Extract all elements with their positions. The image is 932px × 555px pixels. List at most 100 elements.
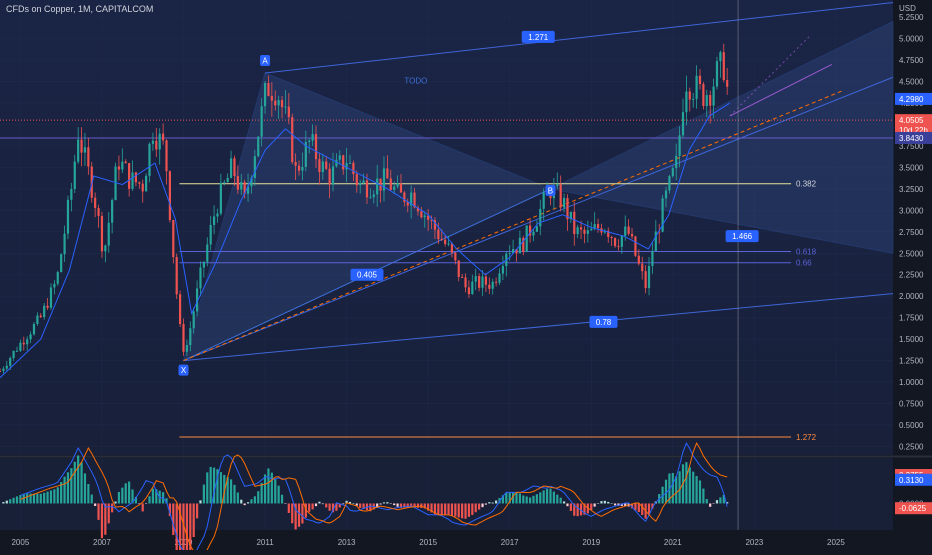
candle-body	[246, 186, 250, 194]
macd-pane	[0, 458, 893, 530]
candle-body	[627, 226, 630, 234]
candle-body	[263, 83, 267, 107]
candle-body	[202, 261, 205, 268]
candle-body	[2, 368, 5, 371]
candle-body	[630, 233, 634, 237]
macd-bar	[168, 503, 172, 517]
macd-bar	[359, 503, 362, 508]
macd-bar	[138, 503, 141, 505]
macd-bar	[603, 500, 606, 504]
macd-bar	[301, 503, 304, 524]
macd-bar	[128, 481, 131, 504]
candle-body	[22, 342, 25, 345]
price-axis-tick: 3.2500	[899, 185, 924, 194]
candle-body	[651, 250, 654, 266]
macd-bar	[165, 498, 168, 504]
candle-body	[566, 198, 569, 220]
macd-bar	[702, 488, 705, 504]
symbol-title: CFDs on Copper, 1M, CAPITALCOM	[6, 4, 154, 14]
candle-body	[53, 283, 56, 288]
macd-bar	[481, 503, 484, 508]
ratio-badge	[350, 268, 384, 281]
candle-body	[556, 184, 559, 187]
macd-bar	[450, 503, 454, 516]
candle-body	[66, 199, 70, 234]
candle-body	[681, 112, 685, 136]
candle-body	[355, 174, 358, 186]
candle-body	[43, 305, 46, 318]
macd-bar	[80, 462, 83, 504]
candle-body	[654, 231, 657, 251]
macd-bar	[233, 484, 236, 504]
candle-body	[644, 271, 647, 289]
candle-body	[304, 141, 307, 167]
candle-body	[267, 83, 270, 96]
candle-body	[291, 117, 294, 163]
macd-bar	[709, 503, 712, 507]
candle-body	[331, 166, 335, 185]
trend-line	[183, 293, 894, 362]
macd-bar	[209, 466, 212, 504]
macd-bar	[695, 476, 698, 504]
candle-body	[386, 168, 389, 179]
candle-body	[138, 182, 141, 184]
price-axis-badge	[895, 131, 932, 144]
price-axis-badge-label: 3.8430	[899, 134, 924, 143]
price-axis-badge	[895, 124, 932, 137]
candle-body	[73, 161, 76, 189]
candle-body	[569, 211, 572, 220]
macd-bar	[719, 497, 722, 504]
macd-bar	[396, 503, 399, 507]
candle-body	[467, 287, 471, 295]
macd-bar	[148, 496, 151, 504]
candle-body	[192, 311, 195, 329]
candle-body	[719, 52, 722, 62]
candle-body	[260, 106, 263, 137]
ratio-label: 0.405	[357, 271, 378, 280]
macd-bar	[399, 503, 403, 508]
candle-body	[586, 230, 589, 234]
candle-body	[678, 135, 681, 156]
pattern-note: TODO	[404, 76, 427, 85]
candle-body	[195, 288, 199, 312]
macd-bar	[195, 503, 199, 519]
macd-bar	[328, 503, 331, 511]
candle-body	[528, 225, 532, 236]
macd-bar	[410, 503, 413, 508]
macd-bar	[389, 503, 392, 504]
macd-bar	[600, 501, 603, 504]
macd-bar	[423, 503, 426, 509]
macd-bar	[484, 503, 488, 505]
macd-bar	[613, 503, 617, 506]
candle-body	[478, 276, 481, 288]
candle-body	[345, 163, 348, 170]
candle-body	[342, 155, 345, 170]
price-axis-tick: 2.5000	[899, 249, 924, 258]
macd-bar	[447, 503, 450, 515]
price-axis-tick: 4.7500	[899, 56, 924, 65]
candle-body	[100, 215, 104, 252]
pattern-point-a-badge	[260, 54, 271, 66]
candle-body	[637, 255, 640, 264]
candle-body	[671, 168, 674, 177]
candle-body	[576, 227, 579, 235]
macd-bar	[223, 474, 226, 504]
macd-bar	[291, 503, 294, 524]
time-axis-tick: 2011	[256, 538, 274, 547]
macd-bar	[308, 503, 311, 512]
candle-body	[80, 139, 83, 153]
candle-body	[596, 224, 600, 229]
candle-body	[178, 294, 182, 325]
macd-signal-line	[20, 442, 728, 555]
candle-body	[250, 177, 253, 187]
candle-body	[447, 243, 450, 245]
macd-bar	[413, 503, 416, 508]
candle-body	[641, 263, 644, 272]
moving-average-line	[0, 102, 731, 379]
candle-body	[274, 100, 277, 106]
candle-body	[216, 213, 219, 217]
candle-body	[104, 245, 107, 252]
candle-body	[226, 177, 229, 183]
